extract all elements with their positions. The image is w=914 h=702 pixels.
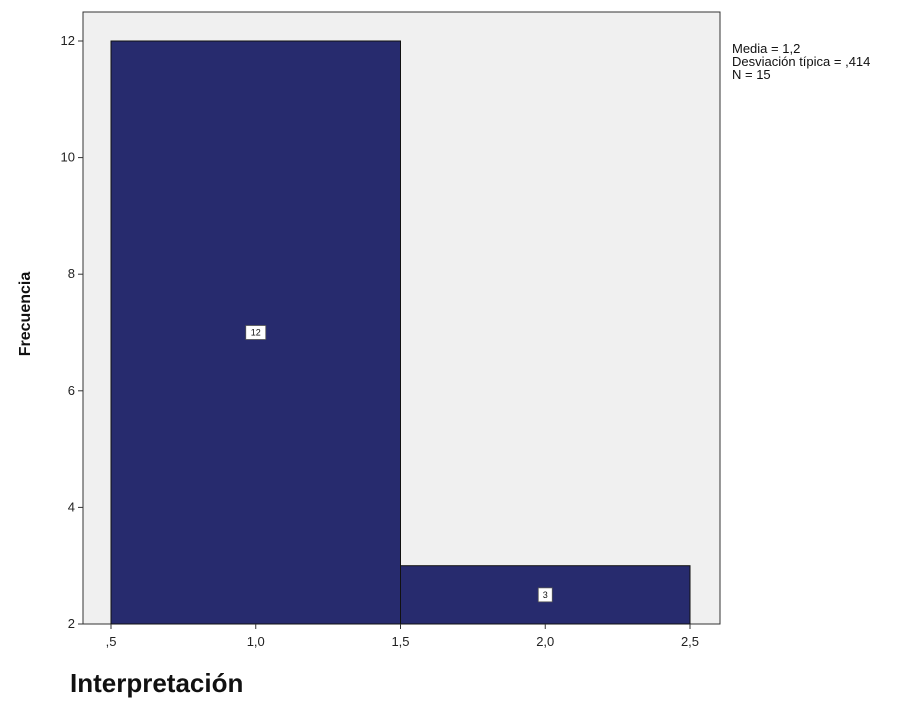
x-tick-label: ,5 <box>106 634 117 649</box>
y-tick-label: 8 <box>68 266 75 281</box>
bar-value-label-text: 3 <box>543 590 548 600</box>
y-tick-label: 4 <box>68 499 75 514</box>
x-tick-label: 1,0 <box>247 634 265 649</box>
y-tick-label: 10 <box>61 150 75 165</box>
x-axis: ,5 1,0 1,5 2,0 2,5 <box>106 624 699 649</box>
y-axis-label: Frecuencia <box>17 272 34 357</box>
bar-value-label-2: 3 <box>538 588 552 602</box>
y-tick-label: 6 <box>68 383 75 398</box>
stats-n: N = 15 <box>732 68 870 81</box>
statistics-legend: Media = 1,2 Desviación típica = ,414 N =… <box>732 42 870 81</box>
bar-value-label-text: 12 <box>251 328 261 338</box>
x-tick-label: 2,0 <box>536 634 554 649</box>
y-axis: 2 4 6 8 10 12 <box>61 33 83 631</box>
y-tick-label: 2 <box>68 616 75 631</box>
x-tick-label: 1,5 <box>391 634 409 649</box>
bar-value-label-1: 12 <box>246 326 266 340</box>
x-tick-label: 2,5 <box>681 634 699 649</box>
x-axis-label: Interpretación <box>70 668 243 699</box>
y-tick-label: 12 <box>61 33 75 48</box>
